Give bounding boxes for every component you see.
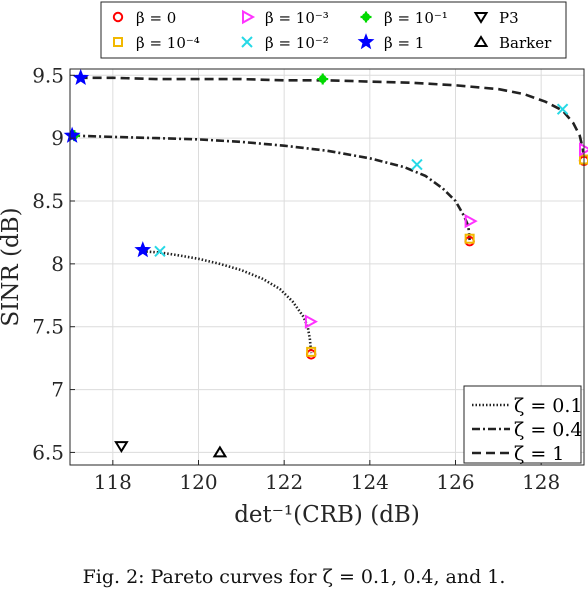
legend-label: β = 10⁻¹ bbox=[384, 9, 448, 27]
pareto-chart: 118 120 122 124 126 128 6.5 7 7.5 8 8.5 9 9.5 det⁻¹(… bbox=[0, 1, 588, 528]
y-tick-label: 7 bbox=[51, 378, 64, 402]
y-tick-label: 8.5 bbox=[32, 189, 64, 213]
marker-legend: β = 0 β = 10⁻⁴ β = 10⁻³ β = 10⁻² β = 10⁻¹ β =… bbox=[100, 1, 567, 59]
markers bbox=[63, 68, 588, 458]
x-tick-label: 120 bbox=[179, 470, 217, 494]
legend-marker bbox=[242, 9, 256, 25]
legend-marker bbox=[357, 33, 375, 50]
legend-label: Barker bbox=[499, 34, 552, 52]
legend-label: β = 10⁻⁴ bbox=[136, 34, 200, 52]
grid bbox=[70, 69, 584, 465]
marker-star bbox=[72, 68, 90, 86]
x-tick-label: 126 bbox=[436, 470, 474, 494]
plot-frame bbox=[69, 68, 585, 466]
x-tick-label: 118 bbox=[94, 470, 132, 494]
legend-marker bbox=[473, 12, 489, 24]
legend-label: β = 10⁻² bbox=[265, 34, 329, 52]
marker-star bbox=[63, 126, 81, 143]
series-line bbox=[78, 76, 584, 160]
marker-plus-cross bbox=[317, 73, 329, 85]
marker-x bbox=[556, 103, 569, 115]
ticks: 118 120 122 124 126 128 6.5 7 7.5 8 8.5 9 9.5 bbox=[32, 63, 560, 494]
legend-series-label: ζ = 0.1 bbox=[514, 395, 583, 417]
series-line bbox=[142, 250, 313, 354]
legend-marker bbox=[241, 36, 253, 48]
x-tick-label: 122 bbox=[265, 470, 303, 494]
legend-box bbox=[100, 1, 567, 59]
y-tick-label: 8 bbox=[51, 252, 64, 276]
x-axis-label: det⁻¹(CRB) (dB) bbox=[234, 502, 420, 528]
legend-marker-cross bbox=[360, 11, 372, 23]
marker-star bbox=[134, 241, 152, 258]
legend-marker bbox=[112, 11, 124, 23]
legend-series-label: ζ = 0.4 bbox=[514, 419, 583, 441]
x-tick-label: 128 bbox=[522, 470, 560, 494]
legend-marker bbox=[360, 11, 372, 23]
x-tick-label: 124 bbox=[351, 470, 389, 494]
y-tick-label: 7.5 bbox=[32, 315, 64, 339]
y-tick-label: 9.5 bbox=[32, 63, 64, 87]
marker-triangle-up bbox=[212, 445, 228, 458]
y-tick-label: 6.5 bbox=[32, 440, 64, 464]
marker-square bbox=[464, 233, 475, 244]
legend-label: β = 10⁻³ bbox=[265, 9, 329, 27]
marker-triangle-right bbox=[304, 314, 318, 329]
curve-legend: ζ = 0.1ζ = 0.4ζ = 1 bbox=[463, 385, 583, 465]
marker-square bbox=[306, 346, 317, 357]
marker-triangle-right bbox=[579, 142, 588, 157]
figure-caption: Fig. 2: Pareto curves for ζ = 0.1, 0.4, … bbox=[82, 566, 506, 588]
legend-label: β = 1 bbox=[384, 34, 424, 52]
marker-plus bbox=[317, 73, 329, 85]
legend-label: P3 bbox=[499, 9, 519, 27]
y-axis-label: SINR (dB) bbox=[0, 207, 24, 326]
curve-legend-box bbox=[463, 385, 582, 464]
legend-marker bbox=[113, 37, 123, 47]
marker-triangle-down bbox=[114, 441, 129, 454]
legend-series-label: ζ = 1 bbox=[514, 443, 564, 465]
legend-label: β = 0 bbox=[136, 9, 176, 27]
marker-triangle-right bbox=[464, 213, 478, 229]
marker-x bbox=[154, 245, 166, 257]
y-tick-label: 9 bbox=[51, 126, 64, 150]
marker-x bbox=[411, 158, 423, 171]
legend-marker bbox=[473, 35, 489, 47]
